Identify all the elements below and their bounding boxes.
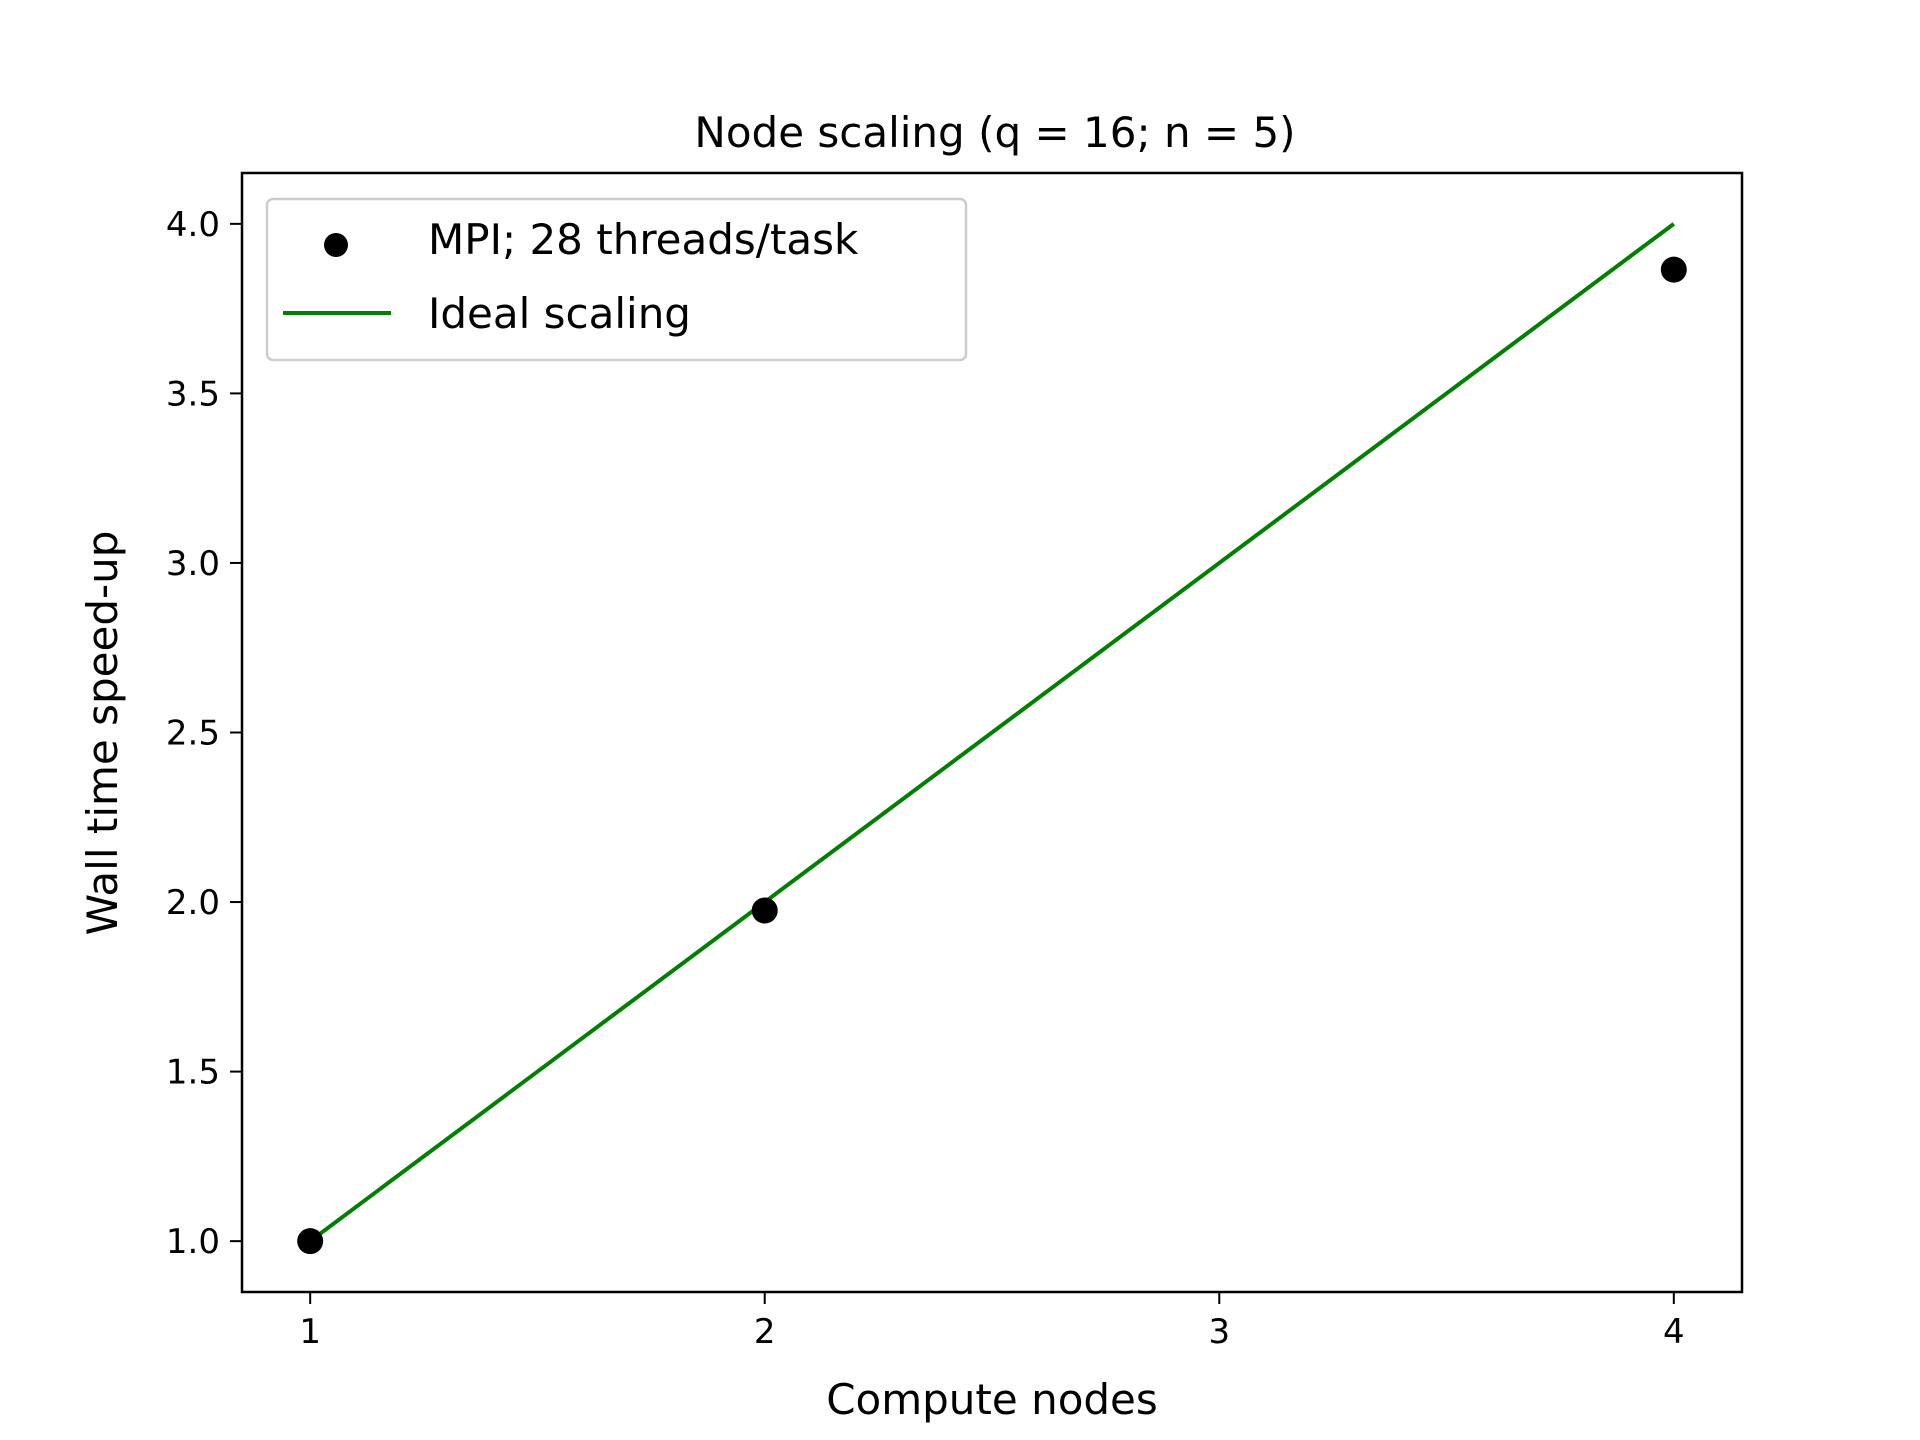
y-tick-label: 3.0 — [166, 544, 220, 584]
y-tick-label: 2.5 — [166, 714, 220, 754]
x-tick-label: 1 — [299, 1312, 321, 1352]
x-tick-label: 4 — [1663, 1312, 1685, 1352]
y-tick-label: 2.0 — [166, 883, 220, 923]
series-layer — [297, 222, 1687, 1255]
y-tick-label: 1.0 — [166, 1222, 220, 1262]
y-tick-label: 3.5 — [166, 374, 220, 414]
chart-title: Node scaling (q = 16; n = 5) — [694, 108, 1295, 157]
data-point-mpi — [297, 1228, 324, 1255]
x-axis-ticks: 1 2 3 4 — [299, 1292, 1685, 1352]
x-axis-label: Compute nodes — [826, 1375, 1158, 1424]
legend-entry-mpi: MPI; 28 threads/task — [428, 215, 859, 264]
legend-entry-ideal: Ideal scaling — [428, 289, 691, 338]
data-point-mpi — [1660, 256, 1687, 283]
y-axis-ticks: 1.0 1.5 2.0 2.5 3.0 3.5 4.0 — [166, 205, 242, 1262]
y-tick-label: 1.5 — [166, 1053, 220, 1093]
legend-box — [265, 197, 968, 362]
legend: MPI; 28 threads/task Ideal scaling — [265, 197, 968, 362]
legend-marker-mpi — [324, 233, 348, 257]
data-point-mpi — [751, 897, 778, 924]
x-tick-label: 2 — [754, 1312, 776, 1352]
series-line-ideal-scaling — [308, 222, 1676, 1243]
y-tick-label: 4.0 — [166, 205, 220, 245]
x-tick-label: 3 — [1208, 1312, 1230, 1352]
y-axis-label: Wall time speed-up — [78, 531, 127, 936]
